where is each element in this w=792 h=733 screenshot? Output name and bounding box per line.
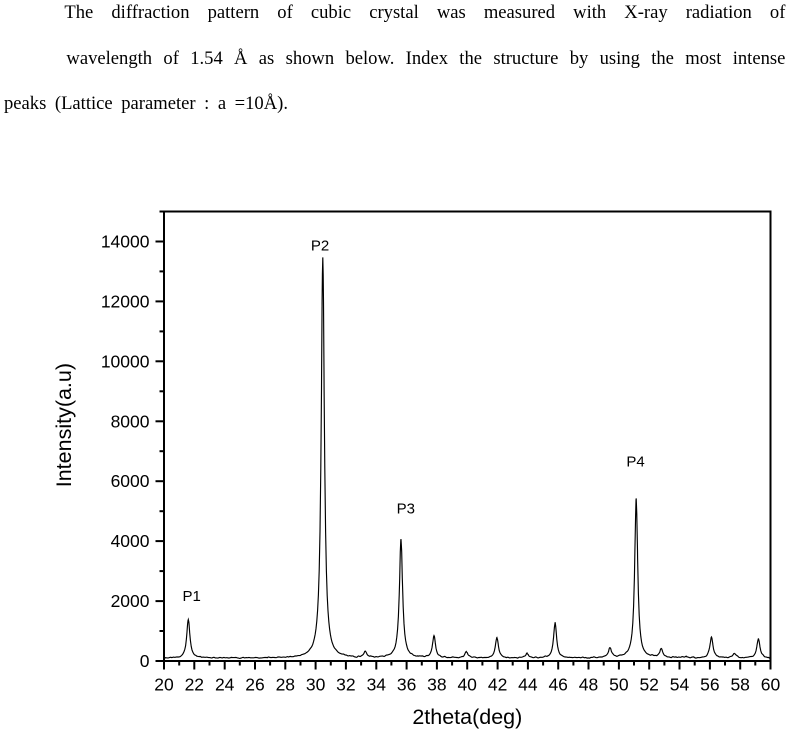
svg-text:P1: P1 xyxy=(183,588,201,605)
svg-text:38: 38 xyxy=(427,675,446,695)
svg-text:56: 56 xyxy=(700,675,719,695)
svg-text:22: 22 xyxy=(185,675,204,695)
svg-text:58: 58 xyxy=(730,675,749,695)
svg-text:30: 30 xyxy=(306,675,326,695)
svg-text:42: 42 xyxy=(488,675,507,695)
svg-text:46: 46 xyxy=(548,675,567,695)
svg-text:28: 28 xyxy=(276,675,295,695)
svg-text:0: 0 xyxy=(140,651,150,671)
svg-text:P3: P3 xyxy=(397,501,415,518)
svg-text:48: 48 xyxy=(579,675,598,695)
svg-text:24: 24 xyxy=(215,675,235,695)
svg-text:14000: 14000 xyxy=(101,232,150,252)
svg-text:40: 40 xyxy=(457,675,477,695)
svg-text:20: 20 xyxy=(154,675,174,695)
svg-text:54: 54 xyxy=(670,675,690,695)
svg-text:60: 60 xyxy=(761,675,781,695)
svg-text:Intensity(a.u): Intensity(a.u) xyxy=(52,363,76,487)
svg-text:32: 32 xyxy=(336,675,355,695)
svg-text:50: 50 xyxy=(609,675,629,695)
svg-text:26: 26 xyxy=(245,675,264,695)
svg-text:P2: P2 xyxy=(311,238,329,255)
svg-text:10000: 10000 xyxy=(101,351,150,371)
svg-text:8000: 8000 xyxy=(111,411,150,431)
svg-text:2theta(deg): 2theta(deg) xyxy=(412,705,522,729)
svg-text:52: 52 xyxy=(639,675,658,695)
svg-text:44: 44 xyxy=(518,675,538,695)
svg-text:36: 36 xyxy=(397,675,416,695)
svg-text:12000: 12000 xyxy=(101,291,150,311)
svg-text:6000: 6000 xyxy=(111,471,150,491)
svg-text:4000: 4000 xyxy=(111,531,150,551)
svg-text:P4: P4 xyxy=(626,454,644,471)
svg-text:2000: 2000 xyxy=(111,591,150,611)
svg-text:34: 34 xyxy=(367,675,387,695)
